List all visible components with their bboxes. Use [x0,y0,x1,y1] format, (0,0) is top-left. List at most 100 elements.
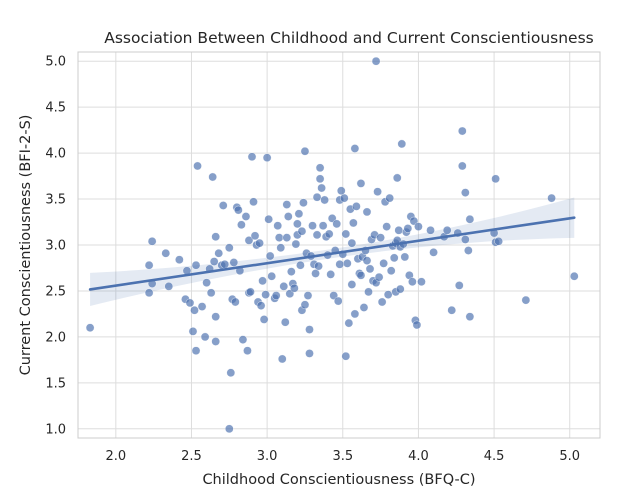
x-tick-labels: 2.0 2.5 3.0 3.5 4.0 4.5 5.0 [105,449,580,464]
scatter-point [85,323,95,333]
scatter-point [400,252,410,262]
scatter-point [209,257,219,266]
scatter-point [412,320,422,330]
scatter-point [382,222,391,231]
scatter-point [454,281,464,290]
x-tick-label: 4.0 [408,449,429,464]
chart-title: Association Between Childhood and Curren… [104,29,593,47]
scatter-point [362,256,372,265]
scatter-point [458,161,467,171]
secondary-y-axis-label: Intrinsic Motivation (AMS) [608,176,619,343]
scatter-point [365,264,375,274]
scatter-point [332,219,342,229]
scatter-point [229,258,239,267]
scatter-point [243,346,252,355]
scatter-point [364,287,373,297]
scatter-point [147,237,157,246]
scatter-point [274,233,284,242]
scatter-point [349,218,358,228]
x-tick-label: 4.5 [484,449,505,464]
scatter-point [259,315,269,324]
scatter-point [175,255,184,265]
y-tick-label: 3.5 [45,193,66,208]
scatter-point [359,303,369,312]
scatter-point [494,237,503,246]
scatter-point [211,232,220,242]
scatter-point [287,267,296,276]
y-tick-label: 3.0 [45,239,66,254]
scatter-point [144,288,154,298]
scatter-point [282,200,292,209]
scatter-point [324,229,334,239]
scatter-point [314,261,323,271]
scatter-point [373,187,382,196]
scatter-point [234,205,243,215]
scatter-point [185,298,195,308]
scatter-point [341,229,351,239]
scatter-point [291,239,301,249]
scatter-point [238,335,248,344]
scatter-point [231,297,240,307]
scatter-point [218,201,228,210]
scatter-point [371,56,381,66]
scatter-point [341,351,351,361]
scatter-point [193,161,202,171]
scatter-point [461,188,470,197]
scatter-point [491,174,500,184]
scatter-point [256,301,266,310]
scatter-point [464,246,473,255]
scatter-point [442,225,452,235]
scatter-point [350,144,360,153]
scatter-point [276,243,286,253]
y-tick-label: 1.5 [45,376,66,391]
scatter-point [303,291,313,300]
scatter-point [294,209,304,219]
scatter-point [300,146,310,156]
data-points [85,56,579,434]
regression-line-group [88,216,576,291]
scatter-point [244,236,254,245]
scatter-point [282,233,292,242]
scatter-point [465,214,475,224]
scatter-point [273,221,283,230]
scatter-point [214,248,224,258]
scatter-point [247,152,257,162]
scatter-point [241,212,251,221]
scatter-point [386,266,396,276]
scatter-point [264,214,273,224]
scatter-point [333,296,343,306]
scatter-point [352,202,361,211]
scatter-point [408,277,417,287]
scatter-point [392,173,402,183]
scatter-point [320,195,329,205]
scatter-point [279,282,289,291]
scatter-point [211,312,220,321]
scatter-point [284,212,293,221]
scatter-point [344,318,354,328]
scatter-point [161,248,171,258]
scatter-point [458,126,467,136]
scatter-point [317,183,326,193]
scatter-point [280,317,290,327]
scatter-point [297,226,307,236]
scatter-point [465,312,475,321]
scatter-point [200,332,210,342]
scatter-point [343,259,352,268]
scatter-point [385,193,394,203]
scatter-point [211,337,220,346]
scatter-point [225,424,234,434]
scatter-point [300,300,310,310]
scatter-point [315,174,325,184]
scatter-point [206,288,216,298]
scatter-point [362,207,372,217]
scatter-point [164,282,174,291]
scatter-point [262,153,272,162]
scatter-point [305,349,314,358]
grid [78,52,600,438]
scatter-point [191,260,201,270]
scatter-point [311,269,320,278]
scatter-point [144,260,154,270]
scatter-point [347,280,357,289]
scatter-point [395,284,405,294]
